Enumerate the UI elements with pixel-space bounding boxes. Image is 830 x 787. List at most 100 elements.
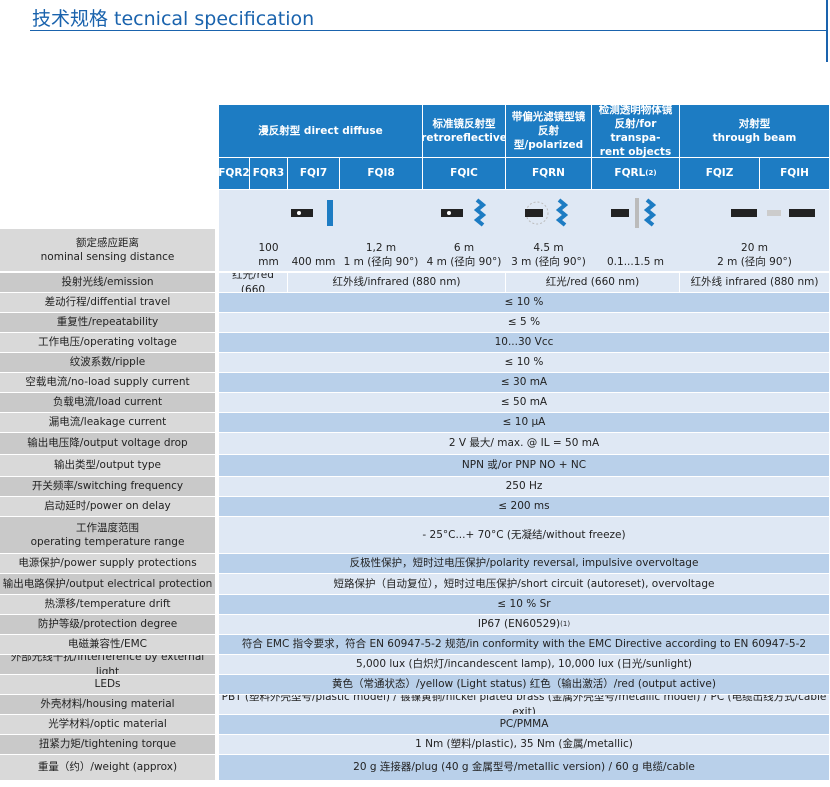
cell-text: ≤ 10 % bbox=[504, 296, 544, 309]
cell-text: FQR2 bbox=[219, 167, 249, 180]
cell-text: FQIZ bbox=[705, 167, 734, 180]
row-label: 纹波系数/ripple bbox=[0, 353, 215, 372]
cell-text: 输出类型/output type bbox=[54, 459, 161, 472]
row-value: 红光/red (660 nm) bbox=[506, 273, 679, 292]
cell-text: 工作电压/operating voltage bbox=[38, 336, 177, 349]
sensor-icons bbox=[291, 198, 815, 228]
row-value: - 25°C...+ 70°C (无凝结/without freeze) bbox=[219, 517, 829, 553]
cell-text: 重复性/repeatability bbox=[56, 316, 159, 329]
sensing-distance: 400 mm bbox=[288, 232, 339, 271]
row-label: 输出电路保护/output electrical protection bbox=[0, 574, 215, 594]
cell-text: ≤ 10 % Sr bbox=[497, 598, 551, 611]
row-value: 红外线 infrared (880 nm) bbox=[680, 273, 829, 292]
row-label: 输出电压降/output voltage drop bbox=[0, 433, 215, 454]
row-label: 开关频率/switching frequency bbox=[0, 477, 215, 496]
row-value: ≤ 10 % Sr bbox=[219, 595, 829, 614]
cell-text: 5,000 lux (白炽灯/incandescent lamp), 10,00… bbox=[355, 658, 693, 671]
row-value: 红外线/infrared (880 nm) bbox=[288, 273, 505, 292]
row-label: 输出类型/output type bbox=[0, 455, 215, 476]
row-value: PC/PMMA bbox=[219, 715, 829, 734]
cell-text: 对射型 through beam bbox=[712, 117, 797, 144]
cell-text: 反极性保护，短时过电压保护/polarity reversal, impulsi… bbox=[349, 557, 699, 570]
model-header: FQRL (2) bbox=[592, 158, 679, 189]
row-value: 符合 EMC 指令要求，符合 EN 60947-5-2 规范/in confor… bbox=[219, 635, 829, 654]
sensing-distance: 20 m 2 m (径向 90°) bbox=[680, 232, 829, 271]
cell-text: 0.1...1.5 m bbox=[607, 255, 664, 268]
icon-retro bbox=[441, 198, 487, 227]
group-header: 带偏光滤镜型镜 反射型/polarized bbox=[506, 105, 591, 157]
row-label: 工作电压/operating voltage bbox=[0, 333, 215, 352]
cell-text: 工作温度范围 operating temperature range bbox=[30, 521, 185, 548]
row-value: 5,000 lux (白炽灯/incandescent lamp), 10,00… bbox=[219, 655, 829, 674]
cell-text: 带偏光滤镜型镜 反射型/polarized bbox=[511, 110, 586, 152]
row-label: 防护等级/protection degree bbox=[0, 615, 215, 634]
cell-text: 空载电流/no-load supply current bbox=[25, 376, 190, 389]
row-value: PBT (塑料外壳型号/plastic model) / 镀镍黄铜/nickel… bbox=[219, 695, 829, 714]
row-value: 反极性保护，短时过电压保护/polarity reversal, impulsi… bbox=[219, 554, 829, 573]
cell-text: 投射光线/emission bbox=[61, 276, 154, 289]
row-label: 投射光线/emission bbox=[0, 273, 215, 292]
group-header: 检测透明物体镜 反射/for transpa- rent objects bbox=[592, 105, 679, 157]
cell-text: 20 g 连接器/plug (40 g 金属型号/metallic versio… bbox=[353, 761, 695, 774]
cell-text: 输出电压降/output voltage drop bbox=[27, 437, 188, 450]
cell-text: LEDs bbox=[94, 678, 121, 691]
cell-text: 4.5 m 3 m (径向 90°) bbox=[511, 241, 586, 268]
row-label: 重复性/repeatability bbox=[0, 313, 215, 332]
row-label: 扭紧力矩/tightening torque bbox=[0, 735, 215, 754]
row-value: 黄色（常通状态）/yellow (Light status) 红色（输出激活）/… bbox=[219, 675, 829, 694]
icon-row bbox=[219, 190, 829, 271]
row-value: ≤ 10 % bbox=[219, 353, 829, 372]
row-label: 额定感应距离 nominal sensing distance bbox=[0, 229, 215, 271]
cell-text: FQI7 bbox=[299, 167, 328, 180]
model-header: FQI7 bbox=[288, 158, 339, 189]
sensing-distance: 4.5 m 3 m (径向 90°) bbox=[506, 232, 591, 271]
cell-text: - 25°C...+ 70°C (无凝结/without freeze) bbox=[422, 528, 626, 541]
sensing-distance: 0.1...1.5 m bbox=[592, 232, 679, 271]
cell-text: 红光/red (660 nm) bbox=[545, 276, 640, 289]
cell-text: 负载电流/load current bbox=[52, 396, 163, 409]
cell-text: 漏电流/leakage current bbox=[48, 416, 167, 429]
cell-text: 红光/red (660 bbox=[232, 273, 274, 292]
model-header: FQR2 bbox=[219, 158, 249, 189]
cell-text: 20 m 2 m (径向 90°) bbox=[717, 241, 792, 268]
cell-text: FQI8 bbox=[367, 167, 395, 180]
sensing-distance: 6 m 4 m (径向 90°) bbox=[423, 232, 505, 271]
cell-text: PBT (塑料外壳型号/plastic model) / 镀镍黄铜/nickel… bbox=[221, 695, 827, 714]
row-label: 工作温度范围 operating temperature range bbox=[0, 517, 215, 553]
row-value: 250 Hz bbox=[219, 477, 829, 496]
row-value: ≤ 30 mA bbox=[219, 373, 829, 392]
cell-text: ≤ 5 % bbox=[507, 316, 541, 329]
row-label: 电源保护/power supply protections bbox=[0, 554, 215, 573]
row-value: ≤ 200 ms bbox=[219, 497, 829, 516]
icon-polarized bbox=[525, 198, 569, 227]
group-header: 漫反射型 direct diffuse bbox=[219, 105, 422, 157]
row-label: 空载电流/no-load supply current bbox=[0, 373, 215, 392]
cell-text: 标准镜反射型 retroreflective bbox=[423, 117, 505, 144]
row-label: 电磁兼容性/EMC bbox=[0, 635, 215, 654]
row-value: 10...30 Vcc bbox=[219, 333, 829, 352]
footnote-mark: (2) bbox=[645, 168, 657, 177]
cell-text: FQRN bbox=[532, 167, 565, 180]
row-label: LEDs bbox=[0, 675, 215, 694]
row-value: 红光/red (660 bbox=[219, 273, 287, 292]
cell-text: ≤ 50 mA bbox=[500, 396, 548, 409]
row-label: 启动延时/power on delay bbox=[0, 497, 215, 516]
cell-text: 电磁兼容性/EMC bbox=[67, 638, 148, 651]
row-value: 短路保护（自动复位），短时过电压保护/short circuit (autore… bbox=[219, 574, 829, 594]
icon-transparent bbox=[611, 198, 657, 228]
cell-text: 扭紧力矩/tightening torque bbox=[38, 738, 177, 751]
title-rule bbox=[30, 30, 826, 31]
cell-text: 2 V 最大/ max. @ IL = 50 mA bbox=[448, 437, 600, 450]
cell-text: 红外线/infrared (880 nm) bbox=[332, 276, 461, 289]
cell-text: 差动行程/diffential travel bbox=[44, 296, 171, 309]
cell-text: 10...30 Vcc bbox=[494, 336, 554, 349]
sensing-distance: 1,2 m 1 m (径向 90°) bbox=[340, 232, 422, 271]
row-label: 外部光线干扰/interference by external light bbox=[0, 655, 215, 674]
row-value: 1 Nm (塑料/plastic), 35 Nm (金属/metallic) bbox=[219, 735, 829, 754]
model-header: FQIC bbox=[423, 158, 505, 189]
cell-text: ≤ 30 mA bbox=[500, 376, 548, 389]
row-label: 热漂移/temperature drift bbox=[0, 595, 215, 614]
cell-text: 红外线 infrared (880 nm) bbox=[690, 276, 819, 289]
model-header: FQIH bbox=[760, 158, 829, 189]
